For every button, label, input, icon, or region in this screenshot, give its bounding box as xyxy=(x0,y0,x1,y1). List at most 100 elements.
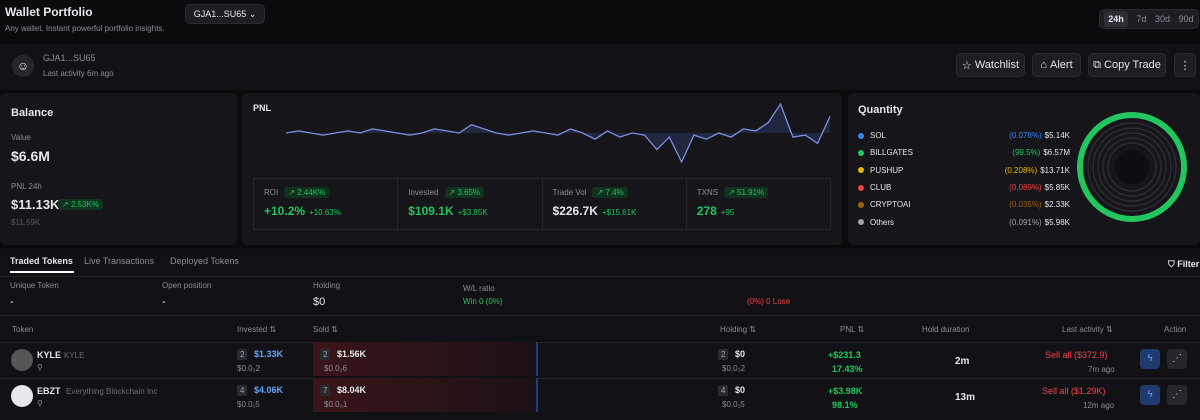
token-value: $5.98K xyxy=(1044,217,1070,227)
cnt: 7 xyxy=(320,385,331,396)
last-activity: Last activity 6m ago xyxy=(43,69,114,78)
sold-value: $8.04K xyxy=(337,385,367,395)
duration: 2m xyxy=(955,356,970,367)
invested-value: $1.33K xyxy=(254,349,284,359)
sparkline xyxy=(285,102,831,164)
label: Copy Trade xyxy=(1104,59,1161,71)
summary-value: $0 xyxy=(313,296,326,308)
token-pct: (99.5%) xyxy=(1012,148,1041,158)
token-value: $2.33K xyxy=(1044,200,1070,210)
quick-buy[interactable]: ϟ xyxy=(1140,349,1160,369)
swatch xyxy=(858,219,864,226)
filter[interactable]: ⛉ Filter xyxy=(1168,259,1200,269)
stat-badge: ↗ 7.4% xyxy=(592,187,628,198)
stat-badge-text: 7.4% xyxy=(605,188,624,197)
pnl-change-text: 2.53K% xyxy=(70,200,99,209)
stat-bottom: $109.1K +$3.85K xyxy=(408,204,531,218)
stat-sub: +$15.61K xyxy=(601,208,637,217)
alert-button[interactable]: ⌂ Alert xyxy=(1032,53,1081,77)
token-icon xyxy=(11,349,33,371)
summary-value: - xyxy=(162,296,166,308)
sold-sub: $0.0₃1 xyxy=(324,400,348,409)
quantity-title: Quantity xyxy=(858,104,903,116)
swatch xyxy=(858,132,864,139)
token-name: BILLGATES xyxy=(870,148,913,158)
token-name: Others xyxy=(870,217,895,227)
col-header[interactable]: Invested ⇅ xyxy=(237,325,277,334)
stat-top: ROI ↗ 2.44K% xyxy=(264,187,387,198)
last-activity: Sell all ($372.9) xyxy=(1045,350,1108,360)
stat-label: TXNS xyxy=(696,188,719,197)
timeframe[interactable]: 24h xyxy=(1104,11,1128,27)
token-pct: (0.078%) xyxy=(1009,131,1042,141)
holding-value: $0 xyxy=(735,385,746,395)
stat-value: $226.7K xyxy=(552,204,598,218)
sold-value: $1.56K xyxy=(337,349,367,359)
balance-panel xyxy=(0,93,237,245)
token-name: PUSHUP xyxy=(870,165,904,175)
address: GJA1...SU65 xyxy=(43,53,96,63)
token-name: CRYPTOAI xyxy=(870,200,911,210)
col-header[interactable]: Holding ⇅ xyxy=(720,325,757,334)
more-button[interactable]: ⋮ xyxy=(1174,53,1196,77)
quantity-row: SOL (0.078%) $5.14K xyxy=(858,127,1070,144)
lose: (0%) 0 Lose xyxy=(747,297,791,306)
stat-value: $109.1K xyxy=(408,204,454,218)
wl-label: W/L ratio xyxy=(463,284,495,293)
token-value: $13.71K xyxy=(1040,165,1070,175)
last-activity: Sell all ($1.29K) xyxy=(1042,386,1106,396)
pnl-change: ↗ 2.53K% xyxy=(58,199,103,210)
col-header: Token xyxy=(12,325,34,334)
summary-label: Open position xyxy=(162,281,212,290)
quick-buy[interactable]: ϟ xyxy=(1140,385,1160,405)
token-symbol[interactable]: KYLE xyxy=(37,350,62,360)
pnl-sub: $11.59K xyxy=(11,218,41,227)
timeframe[interactable]: 30d xyxy=(1155,14,1171,24)
copy-trade-button[interactable]: ⧉ Copy Trade xyxy=(1088,53,1166,77)
token-symbol[interactable]: EBZT xyxy=(37,386,61,396)
sparkline-chart xyxy=(285,102,831,164)
timeframe[interactable]: 7d xyxy=(1136,14,1147,24)
tab[interactable]: Live Transactions xyxy=(84,256,155,266)
swatch xyxy=(858,184,864,191)
cnt: 2 xyxy=(320,349,331,360)
stats: ROI ↗ 2.44K% +10.2% +10.63% Invested ↗ 3.65% $… xyxy=(253,178,831,230)
swatch xyxy=(858,167,864,174)
col-header[interactable]: PNL ⇅ xyxy=(840,325,865,334)
share[interactable]: ⋰ xyxy=(1167,349,1187,369)
wallet-button[interactable]: GJA1...SU65 ⌄ xyxy=(185,4,265,24)
quantity-row: CRYPTOAI (0.035%) $2.33K xyxy=(858,196,1070,213)
timeframe[interactable]: 90d xyxy=(1178,14,1194,24)
watchlist-button[interactable]: ☆ Watchlist xyxy=(956,53,1025,77)
cnt: 2 xyxy=(237,349,248,360)
tab-active[interactable]: Traded Tokens xyxy=(10,256,73,266)
last-time: 12m ago xyxy=(1083,401,1115,410)
token-icons: ⚲ xyxy=(37,363,43,372)
balance-title: Balance xyxy=(11,107,54,119)
duration: 13m xyxy=(955,392,976,403)
stat-top: TXNS ↗ 51.91% xyxy=(697,187,820,198)
pnl-pct: 17.43% xyxy=(832,364,863,374)
col-label: Last activity xyxy=(1062,325,1104,334)
cnt: 4 xyxy=(718,385,729,396)
holding-sub: $0.0₁5 xyxy=(722,400,745,409)
tab[interactable]: Deployed Tokens xyxy=(170,256,239,266)
stat-bottom: $226.7K +$15.61K xyxy=(553,204,676,218)
pnl-title: PNL xyxy=(253,103,271,113)
col-label: Invested xyxy=(237,325,268,334)
holding-value: $0 xyxy=(735,349,746,359)
timeframes: 24h 7d 30d 90d xyxy=(1099,9,1199,29)
col-label: Holding xyxy=(720,325,748,334)
stat-bottom: 278 +95 xyxy=(697,204,820,218)
col-header[interactable]: Sold ⇅ xyxy=(313,325,338,334)
token-icon xyxy=(11,385,33,407)
col-header[interactable]: Last activity ⇅ xyxy=(1062,325,1113,334)
share[interactable]: ⋰ xyxy=(1167,385,1187,405)
col-label: PNL xyxy=(840,325,856,334)
sold-sub: $0.0₂6 xyxy=(324,364,348,373)
avatar: ☺ xyxy=(12,55,34,77)
value-label: Value xyxy=(11,133,31,142)
col-header: Hold duration xyxy=(922,325,970,334)
token-name: KYLE xyxy=(64,351,85,360)
stat-bottom: +10.2% +10.63% xyxy=(264,204,387,218)
